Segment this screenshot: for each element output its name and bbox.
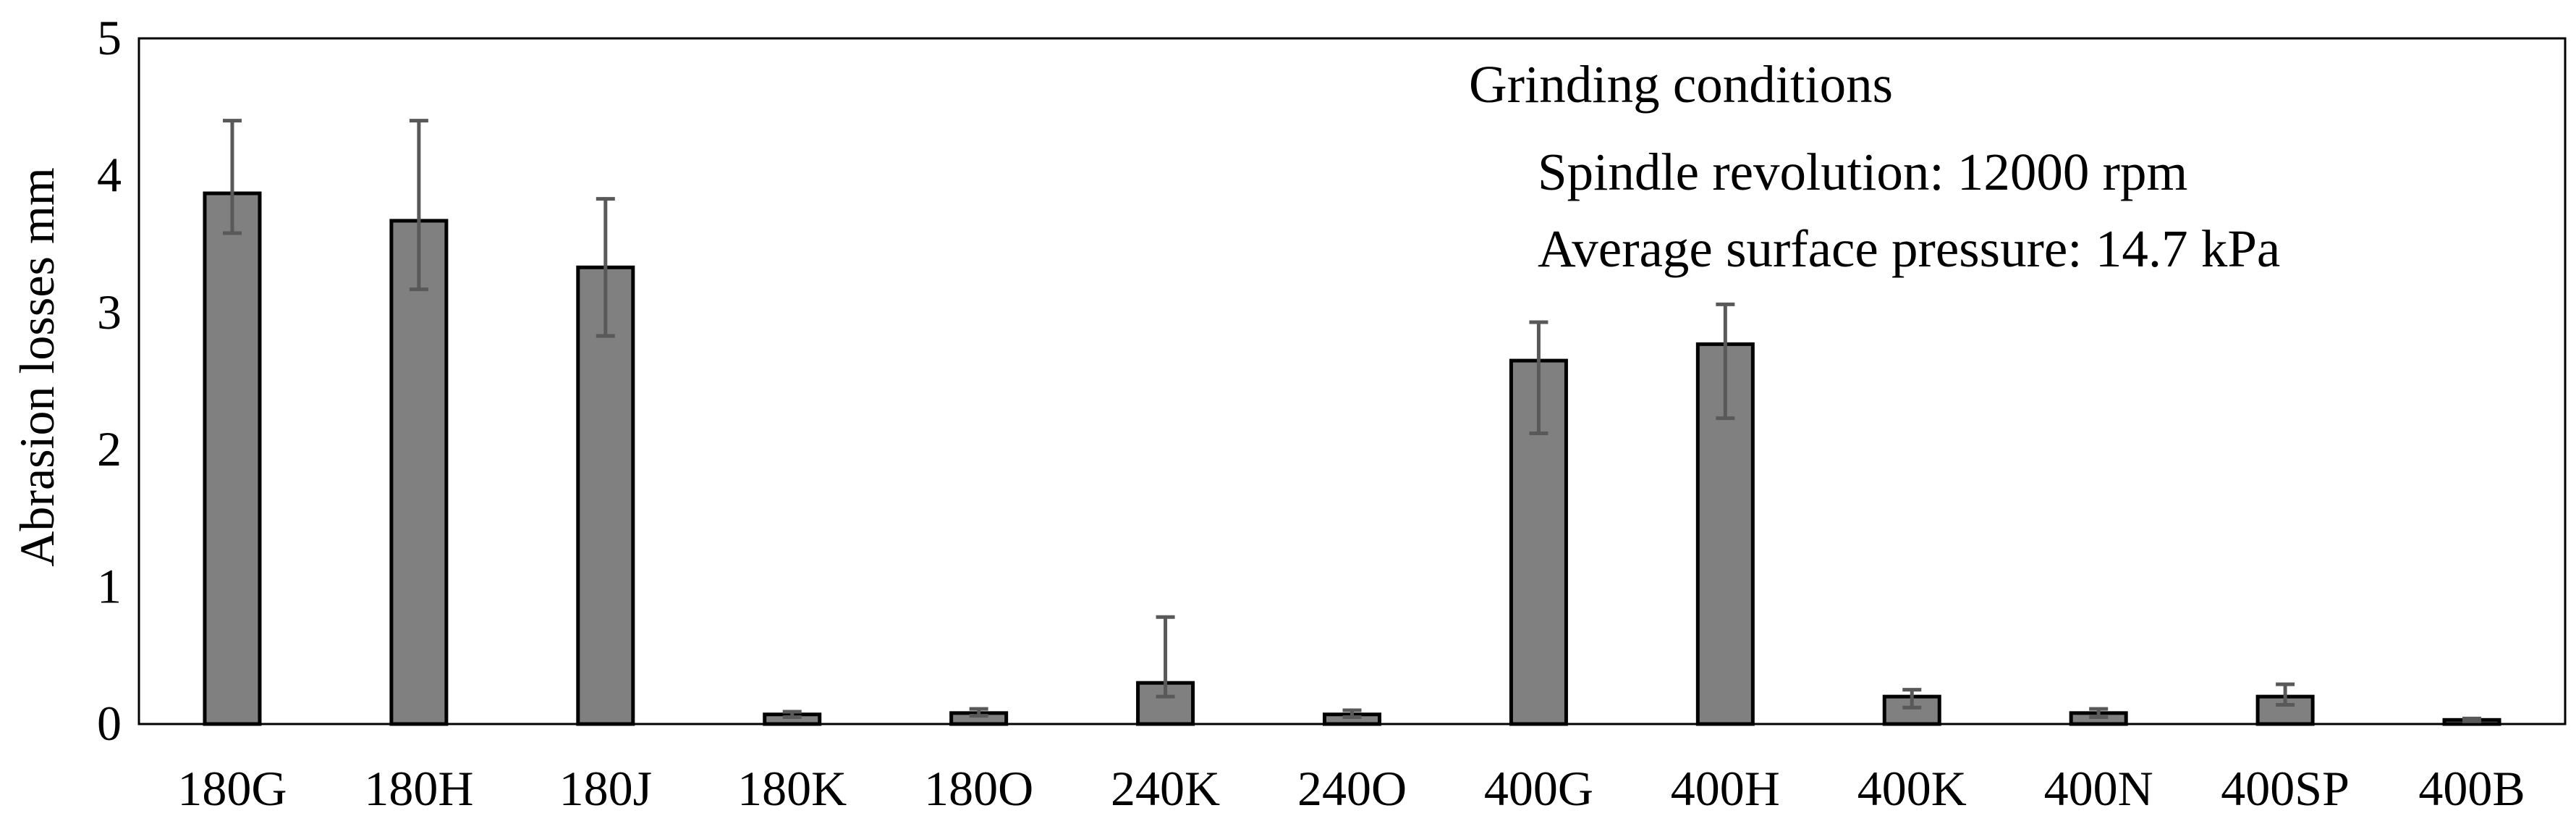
error-bar-400N — [2089, 707, 2109, 720]
y-axis-title: Abrasion losses mm — [9, 167, 64, 567]
y-tick-label: 5 — [97, 10, 122, 65]
error-bar-240O — [1342, 708, 1362, 720]
plot-frame — [137, 37, 2567, 725]
error-bar-400H — [1716, 302, 1735, 421]
x-axis-tick-labels: 180G 180H 180J 180K 180O 240K 240O 400G 400H 400K… — [177, 761, 2525, 816]
x-tick-label: 400G — [1484, 761, 1593, 816]
x-tick-label: 180O — [924, 761, 1033, 816]
error-bar-180H — [409, 119, 428, 292]
x-tick-label: 400N — [2044, 761, 2153, 816]
x-tick-label: 240K — [1111, 761, 1220, 816]
bar-400H — [1695, 342, 1755, 726]
error-bar-180K — [782, 710, 802, 720]
x-tick-label: 400SP — [2221, 761, 2350, 816]
error-bar-400G — [1529, 320, 1548, 435]
error-bar-240K — [1156, 615, 1175, 699]
x-tick-label: 180K — [737, 761, 847, 816]
x-tick-label: 400B — [2418, 761, 2525, 816]
y-tick-label: 3 — [97, 285, 122, 340]
y-tick-label: 1 — [97, 559, 122, 614]
y-axis-ticks: 0 1 2 3 4 5 — [97, 10, 122, 751]
annotation-heading: Grinding conditions — [1469, 55, 1893, 114]
y-tick-label: 0 — [97, 696, 122, 751]
grinding-conditions-annotation: Grinding conditions Spindle revolution: … — [1469, 55, 2280, 278]
bar-180G — [203, 191, 262, 726]
x-tick-label: 180H — [364, 761, 473, 816]
x-tick-label: 180G — [177, 761, 287, 816]
annotation-line-spindle: Spindle revolution: 12000 rpm — [1538, 143, 2187, 201]
plot-area-border — [137, 37, 2567, 725]
bar-180H — [389, 219, 449, 726]
x-tick-label: 180J — [559, 761, 652, 816]
error-bars — [222, 119, 2482, 723]
error-bar-400SP — [2276, 682, 2295, 707]
x-tick-label: 400K — [1857, 761, 1967, 816]
y-tick-label: 4 — [97, 147, 122, 202]
x-tick-label: 240O — [1297, 761, 1407, 816]
error-bar-400B — [2462, 716, 2482, 723]
error-bar-400K — [1902, 688, 1922, 710]
annotation-line-pressure: Average surface pressure: 14.7 kPa — [1538, 219, 2280, 278]
error-bar-180G — [222, 119, 242, 235]
error-bar-180O — [969, 707, 988, 718]
x-tick-label: 400H — [1671, 761, 1780, 816]
y-tick-label: 2 — [97, 421, 122, 476]
error-bar-180J — [596, 197, 615, 338]
